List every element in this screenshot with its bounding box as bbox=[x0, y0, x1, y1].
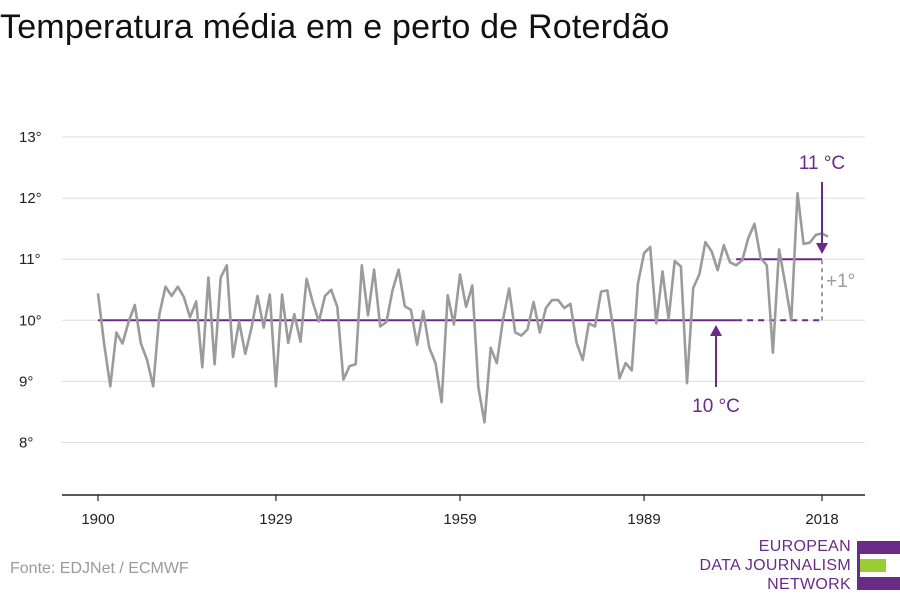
y-axis-ticks: 8° 9° 10° 11° 12° 13° bbox=[19, 129, 42, 452]
data-series bbox=[96, 191, 829, 424]
logo-bar-purple-top bbox=[858, 541, 900, 554]
y-tick-label-8: 8° bbox=[19, 435, 33, 452]
logo-line-2: DATA JOURNALISM bbox=[699, 557, 851, 574]
y-tick-label-11: 11° bbox=[19, 251, 41, 268]
y-tick-label-12: 12° bbox=[19, 190, 42, 207]
annotation-10c: 10 °C bbox=[692, 396, 740, 417]
series-line-0 bbox=[96, 191, 829, 424]
x-tick-label-1900: 1900 bbox=[81, 511, 114, 528]
x-tick-label-1989: 1989 bbox=[627, 511, 660, 528]
source-note: Fonte: EDJNet / ECMWF bbox=[10, 560, 189, 577]
annotation-plus-1: +1° bbox=[826, 271, 855, 292]
y-tick-label-9: 9° bbox=[19, 373, 33, 390]
annotations: 11 °C 10 °C +1° bbox=[692, 153, 855, 417]
logo-line-1: EUROPEAN bbox=[758, 538, 851, 555]
y-tick-label-13: 13° bbox=[19, 129, 42, 146]
annotation-11c: 11 °C bbox=[799, 153, 845, 174]
logo-bar-purple-left bbox=[857, 541, 860, 590]
x-axis-ticks: 1900 1929 1959 1989 2018 bbox=[81, 495, 839, 528]
y-tick-label-10: 10° bbox=[19, 312, 42, 329]
arrow-11-head bbox=[816, 243, 828, 254]
chart-title: Temperatura média em e perto de Roterdão bbox=[0, 8, 670, 46]
x-tick-label-1959: 1959 bbox=[443, 511, 476, 528]
x-tick-label-1929: 1929 bbox=[259, 511, 292, 528]
logo-bar-purple-bottom bbox=[858, 577, 900, 590]
logo-bar-green bbox=[858, 559, 886, 572]
x-tick-label-2018: 2018 bbox=[805, 511, 838, 528]
logo-line-3: NETWORK bbox=[767, 576, 851, 593]
edjnet-logo: EUROPEAN DATA JOURNALISM NETWORK bbox=[660, 538, 900, 600]
arrow-10-head bbox=[710, 325, 722, 336]
